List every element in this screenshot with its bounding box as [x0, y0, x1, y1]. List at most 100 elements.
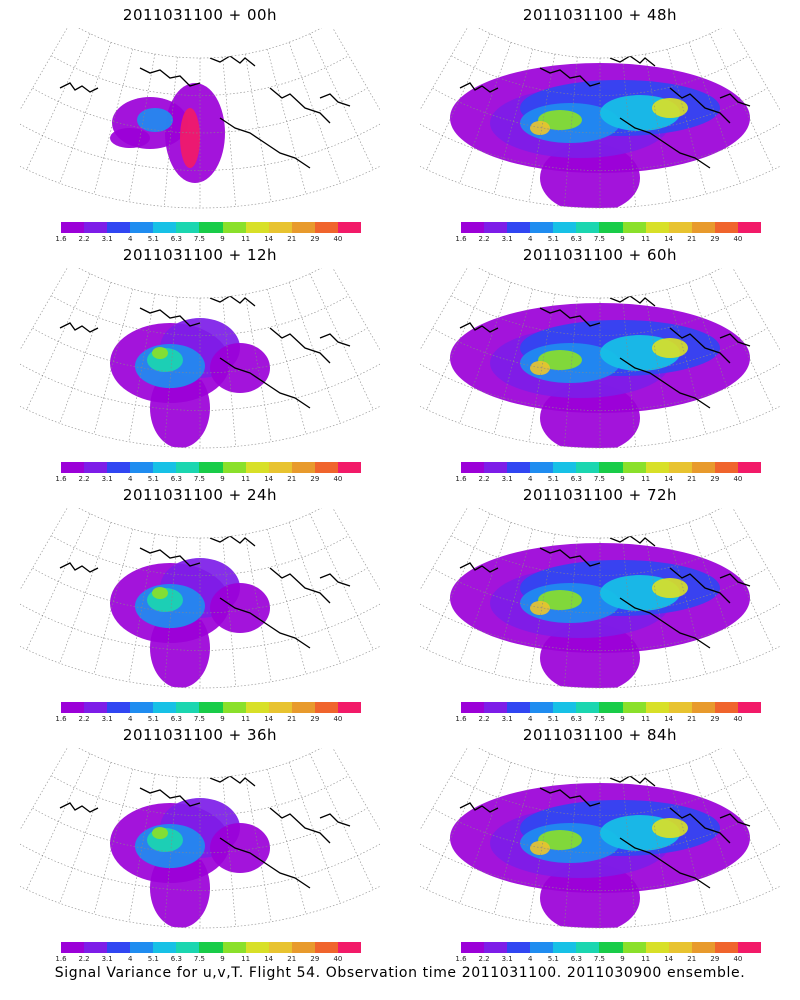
colorbar-swatch	[576, 942, 600, 953]
colorbar-swatch	[268, 222, 292, 233]
colorbar-tick-label: 9	[620, 475, 625, 483]
colorbar-tick-label: 9	[220, 475, 225, 483]
colorbar-swatch	[461, 462, 485, 473]
polar-map	[420, 268, 780, 449]
variance-blob	[210, 343, 270, 393]
colorbar-tick-label: 29	[310, 235, 320, 243]
colorbar-tick-label: 5.1	[547, 955, 559, 963]
colorbar-swatch	[484, 462, 508, 473]
polar-map	[420, 28, 780, 209]
colorbar-tick-label: 9	[220, 955, 225, 963]
colorbar-tick-label: 11	[641, 955, 651, 963]
colorbar-tick-label: 6.3	[170, 475, 182, 483]
colorbar-tick-label: 5.1	[147, 715, 159, 723]
colorbar-tick-label: 3.1	[501, 955, 513, 963]
variance-field	[110, 318, 270, 448]
colorbar-swatch	[130, 222, 154, 233]
colorbar-tick-label: 4	[127, 235, 133, 243]
variance-blob	[152, 827, 168, 839]
polar-map	[20, 268, 380, 449]
colorbar-labels: 1.6 2.2 3.1 4 5.1 6.3 7.5 9 11 14 21 29 40	[55, 235, 361, 245]
colorbar	[461, 942, 762, 953]
colorbar-tick-label: 4	[527, 475, 533, 483]
colorbar-swatch	[668, 462, 692, 473]
colorbar	[61, 702, 362, 713]
variance-field	[450, 63, 750, 209]
colorbar-tick-label: 2.2	[478, 715, 490, 723]
colorbar-swatch	[530, 702, 554, 713]
colorbar-tick-label: 5.1	[147, 475, 159, 483]
colorbar-swatch	[737, 702, 762, 713]
colorbar-swatch	[599, 702, 623, 713]
colorbar-tick-label: 40	[733, 715, 743, 723]
colorbar-labels: 1.6 2.2 3.1 4 5.1 6.3 7.5 9 11 14 21 29 40	[455, 475, 761, 485]
coastlines	[59, 295, 351, 409]
colorbar-swatch	[222, 942, 246, 953]
variance-blob	[540, 143, 640, 209]
colorbar-swatch	[291, 702, 315, 713]
colorbar-swatch	[645, 942, 669, 953]
map-panel-72h: 2011031100 + 72h 1.6 2.2 3.1 4 5.1 6.3 7.5 9 11 1…	[400, 480, 800, 723]
graticule	[20, 513, 380, 688]
colorbar-swatch	[507, 222, 531, 233]
colorbar-tick-label: 4	[527, 715, 533, 723]
colorbar-swatch	[691, 222, 715, 233]
colorbar-tick-label: 7.5	[593, 955, 606, 963]
map-panel-60h: 2011031100 + 60h 1.6 2.2 3.1 4 5.1 6.3 7.5 9 11 1…	[400, 240, 800, 483]
colorbar-swatch	[622, 702, 646, 713]
colorbar-swatch	[84, 462, 108, 473]
colorbar-swatch	[61, 702, 85, 713]
colorbar-labels: 1.6 2.2 3.1 4 5.1 6.3 7.5 9 11 14 21 29 40	[55, 715, 361, 725]
colorbar-swatch	[314, 462, 338, 473]
colorbar	[61, 462, 362, 473]
colorbar-tick-label: 21	[287, 475, 297, 483]
colorbar-tick-label: 14	[264, 475, 274, 483]
colorbar-swatch	[176, 222, 200, 233]
coastlines	[459, 55, 751, 169]
variance-blob	[530, 601, 550, 615]
colorbar-swatch	[484, 702, 508, 713]
panel-title: 2011031100 + 84h	[522, 726, 678, 744]
colorbar-tick-label: 29	[710, 235, 720, 243]
colorbar-tick-label: 5.1	[547, 475, 559, 483]
colorbar-swatch	[737, 942, 762, 953]
colorbar-swatch	[199, 942, 223, 953]
colorbar-tick-label: 4	[527, 235, 533, 243]
colorbar-swatch	[337, 702, 362, 713]
colorbar-tick-label: 11	[241, 475, 251, 483]
colorbar-tick-label: 7.5	[193, 955, 206, 963]
colorbar-tick-label: 21	[687, 955, 697, 963]
colorbar-tick-label: 6.3	[170, 955, 182, 963]
colorbar-swatch	[461, 702, 485, 713]
colorbar-tick-label: 6.3	[570, 715, 582, 723]
variance-blob	[180, 108, 200, 168]
map-panel-24h: 2011031100 + 24h 1.6 2.2 3.1 4 5.1 6.3 7.5 9 11 1…	[0, 480, 400, 723]
colorbar-swatch	[84, 222, 108, 233]
colorbar-swatch	[530, 462, 554, 473]
colorbar-swatch	[691, 462, 715, 473]
colorbar-swatch	[461, 222, 485, 233]
variance-blob	[652, 578, 688, 598]
colorbar-swatch	[314, 222, 338, 233]
colorbar-swatch	[737, 462, 762, 473]
colorbar-swatch	[530, 222, 554, 233]
colorbar-tick-label: 29	[710, 955, 720, 963]
colorbar-tick-label: 29	[310, 475, 320, 483]
colorbar-swatch	[530, 942, 554, 953]
colorbar-swatch	[599, 942, 623, 953]
variance-blob	[540, 383, 640, 449]
variance-blob	[530, 361, 550, 375]
colorbar-labels: 1.6 2.2 3.1 4 5.1 6.3 7.5 9 11 14 21 29 40	[55, 955, 361, 965]
colorbar-swatch	[622, 222, 646, 233]
colorbar-tick-label: 9	[220, 235, 225, 243]
colorbar-tick-label: 5.1	[147, 235, 159, 243]
colorbar-tick-label: 2.2	[478, 235, 490, 243]
colorbar-labels: 1.6 2.2 3.1 4 5.1 6.3 7.5 9 11 14 21 29 40	[455, 235, 761, 245]
colorbar-tick-label: 1.6	[455, 715, 467, 723]
colorbar-tick-label: 29	[710, 715, 720, 723]
colorbar-swatch	[668, 942, 692, 953]
colorbar-swatch	[153, 222, 177, 233]
colorbar-swatch	[130, 702, 154, 713]
colorbar-tick-label: 1.6	[55, 715, 67, 723]
